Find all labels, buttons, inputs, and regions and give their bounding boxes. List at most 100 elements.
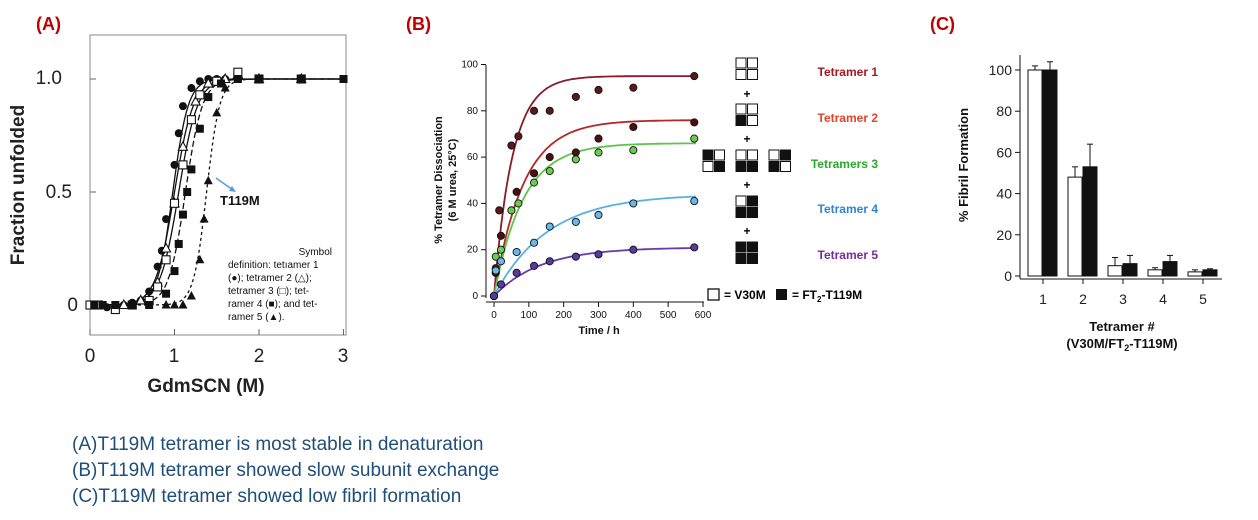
data-point	[161, 255, 171, 265]
data-point	[183, 188, 192, 196]
data-point	[530, 106, 539, 115]
data-point	[594, 210, 603, 220]
bar-v30m	[1067, 176, 1083, 277]
subunit-open	[714, 149, 725, 161]
subunit-filled	[747, 161, 758, 172]
bar-ft2-t119m	[1082, 166, 1098, 277]
panel-a-chart: 1.0 0.5 0 0 1 2 3 GdmSCN (M) Fraction un…	[8, 34, 349, 397]
subunit-filled	[768, 161, 780, 172]
data-point	[195, 124, 204, 133]
data-point	[178, 102, 187, 111]
subunit-open	[747, 115, 758, 126]
data-point	[489, 291, 499, 301]
data-point	[170, 300, 179, 309]
data-point	[255, 75, 263, 83]
data-point	[629, 83, 638, 92]
bar-ft2-t119m	[1122, 263, 1138, 277]
subunit-filled	[735, 115, 747, 126]
data-point	[545, 166, 554, 176]
data-point	[496, 257, 506, 266]
data-point	[545, 153, 554, 162]
data-point	[514, 132, 523, 141]
series-label-tetramer-1: Tetramer 1	[818, 65, 879, 79]
panel-b-fit-curve	[493, 195, 696, 297]
panel-b-ylabel-2: (6 M urea, 25°C)	[447, 138, 459, 221]
data-point	[571, 148, 580, 157]
data-point	[162, 215, 171, 224]
panel-b-ytick: 80	[467, 106, 479, 117]
caption-line: (B)T119M tetramer showed slow subunit ex…	[72, 460, 500, 481]
data-point	[530, 261, 539, 270]
data-point	[571, 217, 580, 226]
panel-c-ytick: 20	[996, 227, 1012, 243]
data-point	[690, 134, 699, 143]
subunit-filled	[714, 161, 725, 172]
legend-line: (●); tetramer 2 (△);	[228, 273, 312, 284]
legend-line: ramer 5 (▲).	[228, 312, 285, 323]
key-v30m: = V30M	[724, 288, 766, 302]
data-point	[177, 140, 189, 151]
panel-a-xtick: 3	[338, 346, 349, 367]
panel-a-xtick: 0	[85, 346, 96, 367]
caption-block: (A)T119M tetramer is most stable in dena…	[72, 432, 499, 510]
caption-line: (A)T119M tetramer is most stable in dena…	[72, 434, 484, 455]
panel-b-ytick: 20	[467, 245, 479, 256]
panel-b-ytick: 40	[467, 198, 479, 209]
data-point	[530, 178, 539, 187]
data-point	[199, 214, 209, 223]
data-point	[496, 231, 506, 240]
data-point	[216, 79, 225, 88]
subunit-filled	[747, 195, 758, 207]
data-point	[594, 134, 603, 143]
data-point	[512, 187, 521, 196]
data-point	[495, 206, 504, 215]
data-point	[160, 242, 172, 253]
panel-b-fit-curve	[493, 75, 696, 297]
data-point	[571, 252, 580, 261]
annotation-arrowhead	[229, 186, 236, 192]
data-point	[135, 294, 147, 305]
legend-line: ramer 4 (■); and tet-	[228, 299, 317, 310]
plus-sign: +	[743, 178, 750, 192]
panel-b-chart: 0 20 40 60 80 100 0 100 200 300 400 500 600 Time / h…	[433, 57, 879, 337]
panel-a-xtick: 2	[254, 346, 265, 367]
subunit-filled	[747, 241, 758, 253]
data-point	[128, 301, 137, 309]
panel-b-fit-curve	[493, 142, 696, 297]
data-point	[496, 280, 506, 289]
caption-line: (C)T119M tetramer showed low fibril form…	[72, 486, 462, 507]
data-point	[178, 160, 188, 170]
panel-label-c: (C)	[930, 14, 955, 34]
data-point	[514, 199, 523, 208]
subunit-open	[780, 161, 791, 172]
data-point	[90, 301, 99, 309]
subunit-open	[747, 69, 758, 80]
subunit-filled	[747, 207, 758, 218]
data-point	[195, 77, 204, 86]
data-point	[170, 160, 179, 169]
data-point	[212, 107, 222, 117]
subunit-filled	[735, 241, 747, 253]
series-label-tetramer-4: Tetramer 4	[818, 202, 879, 216]
data-point	[145, 301, 154, 309]
panel-c-xtick: 3	[1119, 291, 1127, 307]
subunit-filled	[735, 207, 747, 218]
panel-a-ytick: 0.5	[46, 182, 72, 203]
panel-label-a: (A)	[36, 14, 61, 34]
panel-b-xlabel: Time / h	[578, 325, 620, 337]
panel-c-xtick: 1	[1039, 291, 1047, 307]
data-point	[629, 146, 638, 155]
subunit-open	[768, 149, 780, 161]
panel-c-xtick: 2	[1079, 291, 1087, 307]
legend-line: definition: tetıamer 1	[228, 260, 319, 271]
data-point	[233, 75, 242, 83]
plus-sign: +	[743, 87, 750, 101]
data-point	[187, 84, 196, 93]
subunit-open	[735, 103, 747, 115]
bar-v30m	[1147, 269, 1163, 277]
panel-b-xtick: 100	[520, 310, 537, 321]
data-point	[545, 106, 554, 115]
series-label-tetramers-3: Tetramers 3	[811, 157, 878, 171]
data-point	[195, 254, 205, 264]
panel-c-ytick: 0	[1004, 268, 1012, 284]
